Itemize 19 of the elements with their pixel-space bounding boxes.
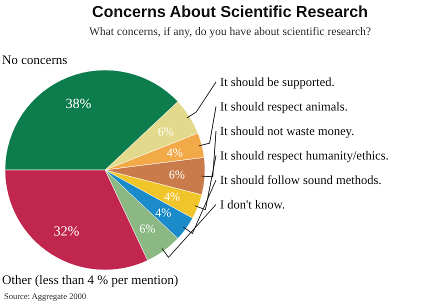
- slice-label: I don't know.: [220, 198, 285, 212]
- data-label: 4%: [166, 145, 183, 160]
- data-label: 4%: [155, 206, 172, 220]
- slice-label: It should respect humanity/ethics.: [220, 148, 389, 162]
- chart-subtitle: What concerns, if any, do you have about scientific research?: [89, 26, 371, 38]
- slice-label: Other (less than 4 % per mention): [2, 272, 178, 287]
- chart-title: Concerns About Scientific Research: [92, 4, 368, 21]
- data-label: 4%: [164, 190, 180, 204]
- slice-label: It should follow sound methods.: [220, 173, 382, 187]
- slice-label: It should be supported.: [220, 75, 335, 89]
- data-label: 32%: [54, 224, 80, 240]
- data-label: 38%: [66, 96, 92, 112]
- slice-label: No concerns: [2, 52, 68, 67]
- slice-label: It should not waste money.: [220, 124, 354, 138]
- data-label: 6%: [168, 168, 185, 182]
- slice-label: It should respect animals.: [220, 100, 348, 114]
- data-label: 6%: [158, 124, 174, 139]
- data-label: 6%: [139, 221, 156, 236]
- source-note: Source: Aggregate 2000: [4, 291, 86, 301]
